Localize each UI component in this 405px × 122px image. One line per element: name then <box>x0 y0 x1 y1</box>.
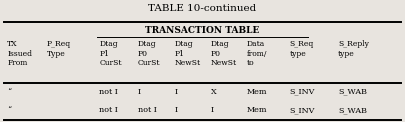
Text: I: I <box>138 88 141 96</box>
Text: TX
Issued
From: TX Issued From <box>7 40 32 67</box>
Text: I: I <box>174 106 177 114</box>
Text: not I: not I <box>99 106 118 114</box>
Text: I: I <box>211 106 214 114</box>
Text: TRANSACTION TABLE: TRANSACTION TABLE <box>145 26 260 35</box>
Text: Mem: Mem <box>247 106 268 114</box>
Text: S_WAB: S_WAB <box>338 88 367 96</box>
Text: S_Req
type: S_Req type <box>290 40 314 58</box>
Text: Dtag
P0
NewSt: Dtag P0 NewSt <box>211 40 237 67</box>
Text: Dtag
P1
CurSt: Dtag P1 CurSt <box>99 40 122 67</box>
Text: not I: not I <box>138 106 157 114</box>
Text: S_INV: S_INV <box>290 106 315 114</box>
Text: S_WAB: S_WAB <box>338 106 367 114</box>
Text: not I: not I <box>99 88 118 96</box>
Text: S_Reply
type: S_Reply type <box>338 40 369 58</box>
Text: Mem: Mem <box>247 88 268 96</box>
Text: Dtag
P1
NewSt: Dtag P1 NewSt <box>174 40 200 67</box>
Text: I: I <box>174 88 177 96</box>
Text: TABLE 10-continued: TABLE 10-continued <box>148 4 257 13</box>
Text: P_Req
Type: P_Req Type <box>47 40 71 58</box>
Text: “: “ <box>7 106 11 114</box>
Text: “: “ <box>7 88 11 96</box>
Text: Dtag
P0
CurSt: Dtag P0 CurSt <box>138 40 160 67</box>
Text: S_INV: S_INV <box>290 88 315 96</box>
Text: X: X <box>211 88 216 96</box>
Text: Data
from/
to: Data from/ to <box>247 40 268 67</box>
